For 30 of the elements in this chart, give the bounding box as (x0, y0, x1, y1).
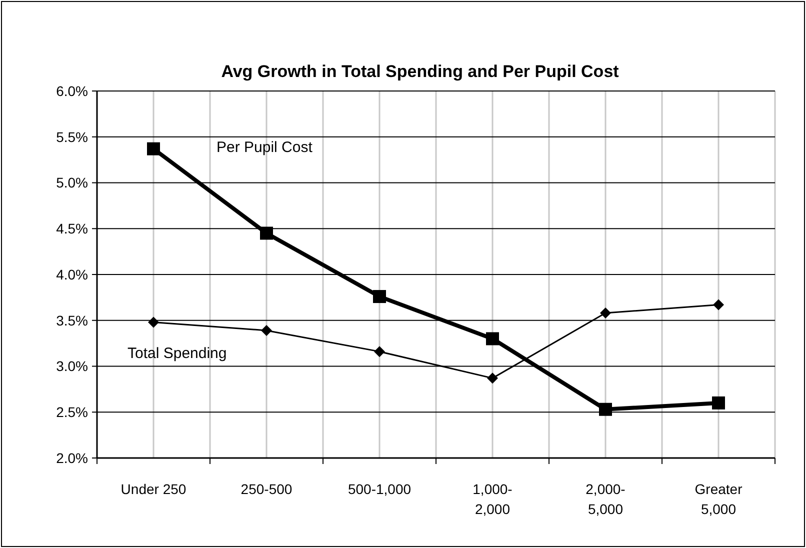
point (487, 372, 498, 384)
point (486, 332, 499, 346)
point (147, 142, 160, 156)
y-tick-label: 6.0% (56, 82, 88, 99)
point (260, 226, 273, 240)
point (374, 346, 385, 358)
point (713, 299, 724, 310)
point (261, 324, 272, 336)
y-tick-label: 2.5% (56, 404, 88, 420)
point (600, 308, 611, 319)
point (148, 316, 159, 328)
x-tick-label: 250-500 (240, 481, 292, 497)
y-tick-label: 4.5% (56, 220, 88, 237)
x-tick-label: Greater 5,000 (694, 481, 743, 517)
x-tick-label: 1,000-2,000 (472, 481, 513, 517)
y-tick-label: 2.0% (56, 450, 88, 466)
y-tick-label: 4.0% (56, 266, 88, 282)
point (599, 402, 612, 416)
chart-title: Avg Growth in Total Spending and Per Pupil Cost (220, 62, 620, 82)
x-tick-label: 500-1,000 (348, 481, 412, 497)
y-tick-label: 3.0% (56, 358, 88, 374)
series-label: Total Spending (128, 345, 227, 362)
x-tick-label: 2,000-5,000 (586, 481, 626, 517)
x-tick-label: Under 250 (120, 481, 186, 497)
y-tick-label: 5.5% (56, 128, 88, 145)
point (712, 396, 725, 410)
point (373, 290, 386, 304)
text: Per Pupil Cost (216, 138, 314, 156)
y-tick-label: 5.0% (56, 174, 88, 191)
y-tick-label: 3.5% (56, 312, 88, 328)
